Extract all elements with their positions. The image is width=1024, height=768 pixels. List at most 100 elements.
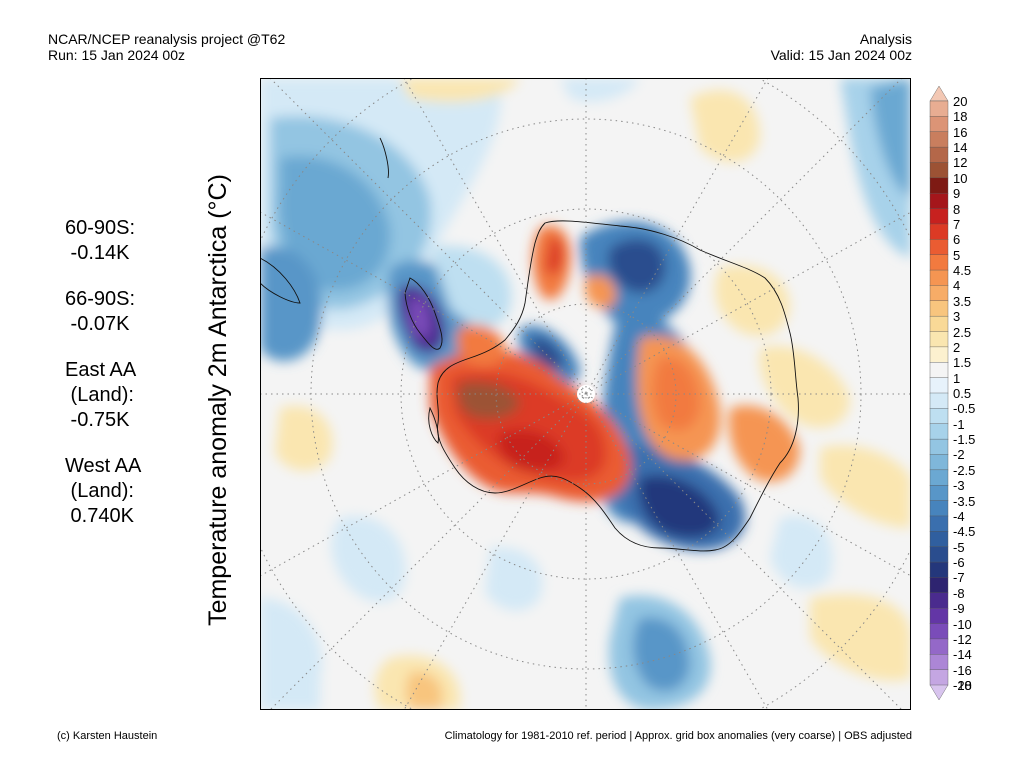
colorbar-label: 6 [953,232,961,248]
colorbar-cell [929,254,949,271]
valid-time: Valid: 15 Jan 2024 00z [770,47,912,63]
colorbar-cell [929,592,949,609]
colorbar-label: -0.5 [953,401,976,417]
colorbar-cell [929,392,949,409]
colorbar-label: 2.5 [953,324,972,340]
stat-line: 66-90S: [65,288,136,310]
stat-line: (Land): [65,480,134,502]
colorbar-label: 2 [953,339,961,355]
stat-line: West AA [65,455,142,477]
colorbar-label: -4.5 [953,524,976,540]
map-title-vertical: Temperature anomaly 2m Antarctica (°C) [204,174,232,626]
graticule [260,78,911,710]
run-info: NCAR/NCEP reanalysis project @T62 Run: 1… [48,31,285,63]
colorbar-label: 20 [953,94,968,109]
anomaly-field [260,78,911,710]
stat-line: 60-90S: [65,217,136,239]
colorbar-label: -3 [953,478,965,494]
colorbar-label: -1.5 [953,432,976,448]
run-time: Run: 15 Jan 2024 00z [48,47,185,63]
footnote: Climatology for 1981-2010 ref. period | … [444,730,912,742]
stats-panel: 60-90S: -0.14K 66-90S: -0.07K East AA (L… [65,216,141,550]
colorbar-cell [929,469,949,486]
colorbar-label: 1.5 [953,355,972,371]
colorbar-label: 14 [953,140,968,156]
colorbar-label: 7 [953,216,961,232]
stat-60-90s: 60-90S: -0.14K [65,216,141,266]
anomaly-map [260,78,911,710]
colorbar-cell [929,377,949,394]
colorbar-cell [929,331,949,348]
colorbar-cell [929,515,949,532]
colorbar-label: -8 [953,585,965,601]
colorbar-label: -2.5 [953,462,976,478]
colorbar-label: 3 [953,309,961,325]
colorbar-cell [929,116,949,133]
colorbar-label: -1 [953,416,965,432]
colorbar-label: 12 [953,155,968,171]
colorbar-cell [929,438,949,455]
colorbar-cell [929,485,949,502]
colorbar-label: -5 [953,539,965,555]
colorbar-label: 9 [953,186,961,202]
colorbar-cell [929,208,949,225]
colorbar-label: -3.5 [953,493,976,509]
colorbar-label: 3.5 [953,293,972,309]
colorbar-label: -9 [953,601,965,617]
colorbar-cell [929,162,949,179]
colorbar-labels: 20 18 16 14 12 10 9 8 7 6 5 4.5 4 3.5 3 2.5 2 1.5 1 0.5 -0.5… [953,86,1013,700]
colorbar-cell [929,223,949,240]
colorbar-cell [929,577,949,594]
colorbar-cell [929,454,949,471]
colorbar-cell [929,239,949,256]
colorbar-cell [929,408,949,425]
stat-line: (Land): [65,384,134,406]
analysis-label: Analysis [859,31,912,47]
stat-line: East AA [65,359,137,381]
colorbar-label: -20 [953,678,972,693]
colorbar-label: 5 [953,247,961,263]
colorbar-cell [929,86,949,102]
colorbar-cell [929,623,949,640]
colorbar-cell [929,684,949,700]
colorbar-cell [929,362,949,379]
colorbar-cell [929,607,949,625]
colorbar-cell [929,300,949,317]
colorbar-cell [929,654,949,671]
colorbar-label: 4.5 [953,263,972,279]
colorbar-cell [929,346,949,363]
colorbar-cell [929,177,949,194]
stat-line: -0.75K [65,409,130,431]
colorbar-label: 16 [953,124,968,140]
colorbar-cell [929,546,949,563]
colorbar-label: -7 [953,570,965,586]
colorbar-cell [929,500,949,517]
colorbar-label: -2 [953,447,965,463]
colorbar-label: -16 [953,662,972,678]
colorbar-cell [929,146,949,163]
colorbar-cell [929,638,949,655]
model-title: NCAR/NCEP reanalysis project @T62 [48,31,286,47]
colorbar-label: -6 [953,555,965,571]
colorbar-cell [929,669,949,686]
colorbar-cell [929,285,949,302]
colorbar-cell [929,315,949,333]
coastlines [260,137,799,552]
valid-info: Analysis Valid: 15 Jan 2024 00z [771,31,912,63]
colorbar-cell [929,269,949,286]
colorbar-cell [929,193,949,210]
colorbar-label: -14 [953,647,972,663]
stat-66-90s: 66-90S: -0.07K [65,287,141,337]
colorbar-label: 1 [953,370,961,386]
colorbar-label: -12 [953,631,972,647]
stat-west-aa: West AA (Land): 0.740K [65,454,141,529]
colorbar-cell [929,423,949,440]
colorbar-cell [929,131,949,148]
map-frame [260,78,911,710]
colorbar-cell [929,561,949,578]
colorbar-label: 18 [953,109,968,125]
copyright: (c) Karsten Haustein [57,730,158,742]
stat-east-aa: East AA (Land): -0.75K [65,358,141,433]
colorbar-cell [929,531,949,548]
colorbar-label: 8 [953,201,961,217]
